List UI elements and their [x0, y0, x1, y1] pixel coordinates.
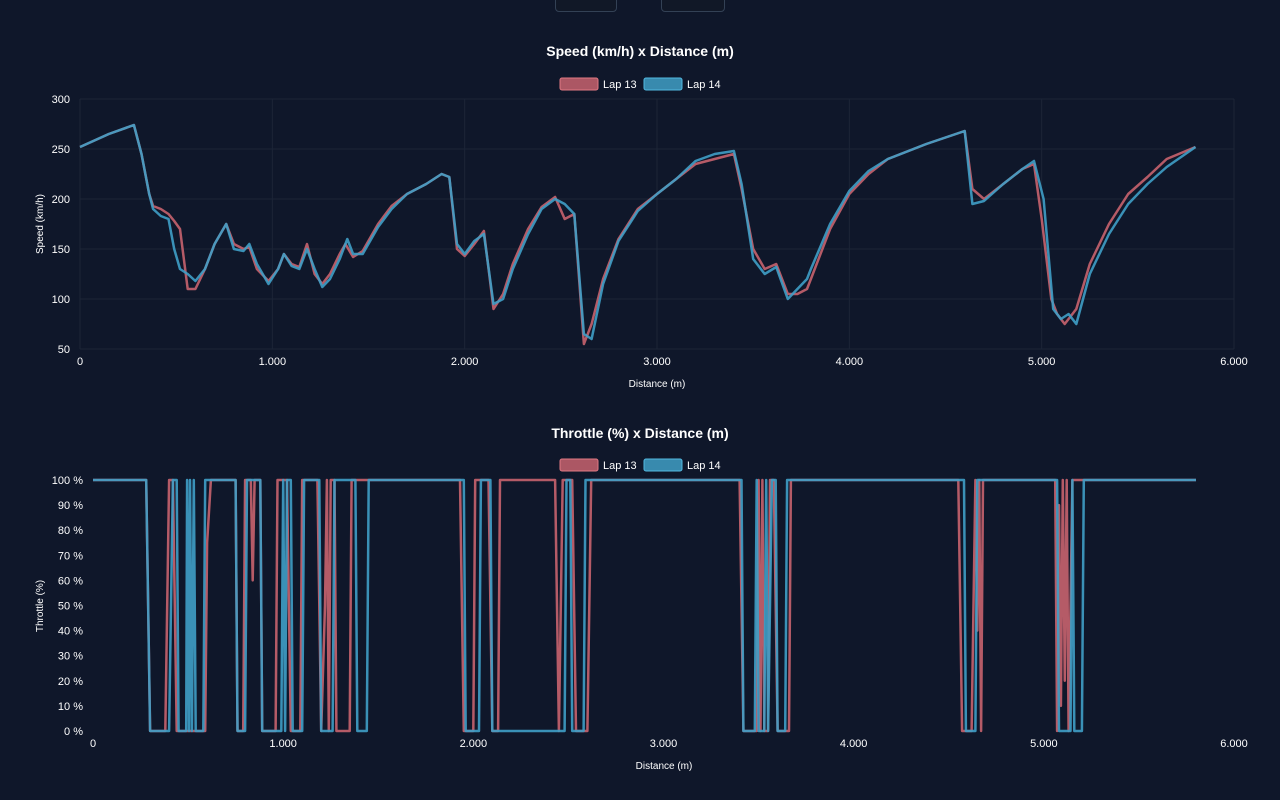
speed-legend-lap13-swatch[interactable]: [559, 77, 599, 91]
throttle-x-axis-label: Distance (m): [636, 761, 693, 772]
speed-chart: Speed (km/h) x Distance (m) Lap 13 Lap 1…: [35, 43, 1248, 390]
throttle-x-tick-label: 2.000: [460, 738, 488, 750]
throttle-legend-lap13-label[interactable]: Lap 13: [603, 460, 637, 472]
throttle-x-tick-label: 6.000: [1220, 738, 1248, 750]
speed-y-tick-label: 100: [52, 294, 70, 306]
throttle-legend: Lap 13 Lap 14: [559, 458, 721, 472]
speed-y-tick-label: 200: [52, 194, 70, 206]
throttle-y-tick-label: 100 %: [52, 475, 83, 487]
speed-x-axis-label: Distance (m): [629, 379, 686, 390]
speed-x-tick-label: 1.000: [259, 356, 287, 368]
throttle-y-axis: 100 % 90 % 80 % 70 % 60 % 50 % 40 % 30 % 20 % 10 …: [52, 475, 83, 738]
throttle-x-tick-label: 1.000: [269, 738, 297, 750]
throttle-series-line-lap-13[interactable]: [93, 478, 1196, 733]
throttle-x-tick-label: 5.000: [1030, 738, 1058, 750]
speed-legend-lap13-label[interactable]: Lap 13: [603, 79, 637, 91]
throttle-y-tick-label: 50 %: [58, 601, 83, 613]
throttle-y-tick-label: 20 %: [58, 676, 83, 688]
lap-b-select[interactable]: [661, 0, 725, 12]
speed-legend: Lap 13 Lap 14: [559, 77, 721, 91]
throttle-chart-title: Throttle (%) x Distance (m): [551, 425, 728, 441]
speed-series-line-lap-13[interactable]: [79, 123, 1196, 346]
throttle-y-tick-label: 40 %: [58, 626, 83, 638]
throttle-x-axis: 0 1.000 2.000 3.000 4.000 5.000 6.000: [90, 738, 1248, 750]
throttle-y-tick-label: 80 %: [58, 525, 83, 537]
throttle-series-line-lap-14[interactable]: [93, 478, 1196, 733]
speed-y-tick-label: 300: [52, 94, 70, 106]
speed-x-tick-label: 0: [77, 356, 83, 368]
throttle-y-tick-label: 10 %: [58, 701, 83, 713]
speed-x-tick-label: 5.000: [1028, 356, 1056, 368]
throttle-x-tick-label: 4.000: [840, 738, 868, 750]
speed-grid: [79, 98, 1235, 350]
throttle-x-tick-label: 0: [90, 738, 96, 750]
throttle-y-tick-label: 60 %: [58, 575, 83, 587]
speed-y-tick-label: 150: [52, 244, 70, 256]
speed-series: [79, 123, 1197, 346]
speed-legend-lap14-swatch[interactable]: [643, 77, 683, 91]
throttle-x-tick-label: 3.000: [650, 738, 678, 750]
throttle-y-tick-label: 0 %: [64, 726, 83, 738]
throttle-y-tick-label: 70 %: [58, 550, 83, 562]
speed-x-tick-label: 2.000: [451, 356, 479, 368]
throttle-legend-lap14-label[interactable]: Lap 14: [687, 460, 721, 472]
speed-y-axis-label: Speed (km/h): [35, 194, 46, 254]
speed-x-tick-label: 4.000: [836, 356, 864, 368]
speed-x-tick-label: 6.000: [1220, 356, 1248, 368]
speed-legend-lap14-label[interactable]: Lap 14: [687, 79, 721, 91]
throttle-legend-lap13-swatch[interactable]: [559, 458, 599, 472]
lap-a-select[interactable]: [555, 0, 617, 12]
speed-y-tick-label: 250: [52, 144, 70, 156]
speed-y-axis: 300 250 200 150 100 50: [52, 94, 70, 356]
speed-y-tick-label: 50: [58, 344, 70, 356]
speed-chart-title: Speed (km/h) x Distance (m): [546, 43, 734, 59]
throttle-legend-lap14-swatch[interactable]: [643, 458, 683, 472]
throttle-y-axis-label: Throttle (%): [35, 580, 46, 632]
throttle-chart: Throttle (%) x Distance (m) Lap 13 Lap 1…: [35, 425, 1248, 772]
throttle-y-tick-label: 30 %: [58, 651, 83, 663]
throttle-series: [93, 478, 1196, 733]
speed-x-tick-label: 3.000: [643, 356, 671, 368]
speed-series-line-lap-14[interactable]: [79, 123, 1197, 341]
speed-x-axis: 0 1.000 2.000 3.000 4.000 5.000 6.000: [77, 356, 1248, 368]
throttle-y-tick-label: 90 %: [58, 500, 83, 512]
